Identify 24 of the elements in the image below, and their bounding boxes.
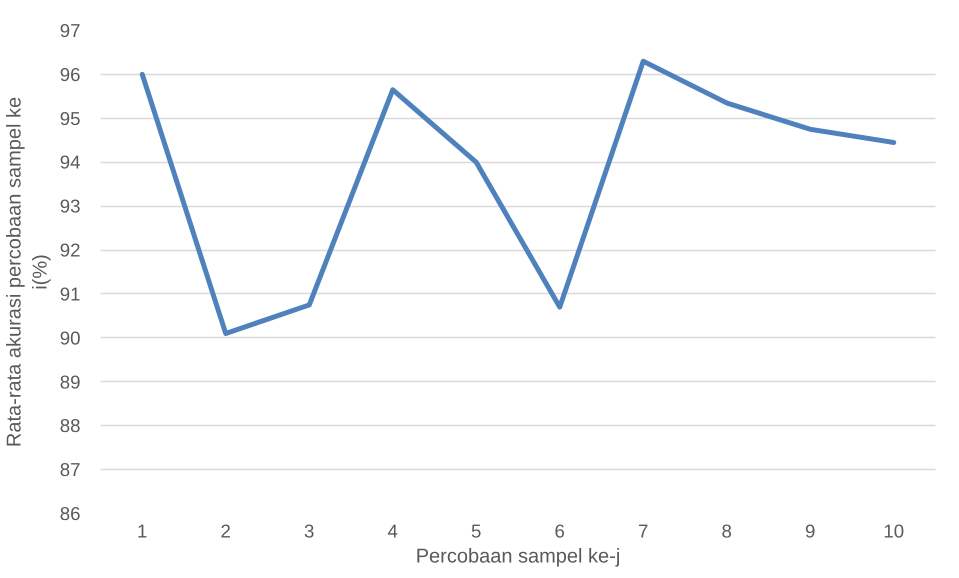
y-tick-label: 95: [60, 108, 81, 129]
x-tick-label: 10: [883, 520, 904, 542]
y-tick-label: 94: [60, 152, 81, 173]
y-tick-label: 97: [60, 20, 81, 41]
x-tick-label: 1: [137, 520, 148, 542]
y-tick-label: 93: [60, 196, 81, 217]
x-tick-label: 2: [220, 520, 231, 542]
y-tick-label: 87: [60, 459, 81, 480]
y-tick-label: 96: [60, 64, 81, 85]
x-tick-label: 7: [638, 520, 648, 542]
y-tick-label: 90: [60, 327, 81, 348]
x-tick-label: 6: [554, 520, 565, 542]
y-tick-label: 92: [60, 240, 81, 261]
y-axis-title: Rata-rata akurasi percobaan sampel ke i(%): [3, 96, 52, 448]
x-tick-label: 9: [805, 520, 816, 542]
x-tick-label: 8: [722, 520, 732, 542]
y-tick-label: 86: [60, 503, 81, 524]
x-tick-label: 5: [471, 520, 482, 542]
x-tick-label: 4: [388, 520, 398, 542]
x-axis-title: Percobaan sampel ke-j: [416, 546, 620, 568]
y-tick-label: 91: [60, 283, 81, 304]
y-tick-label: 88: [60, 415, 81, 436]
y-tick-label: 89: [60, 371, 81, 392]
x-tick-label: 3: [304, 520, 314, 542]
